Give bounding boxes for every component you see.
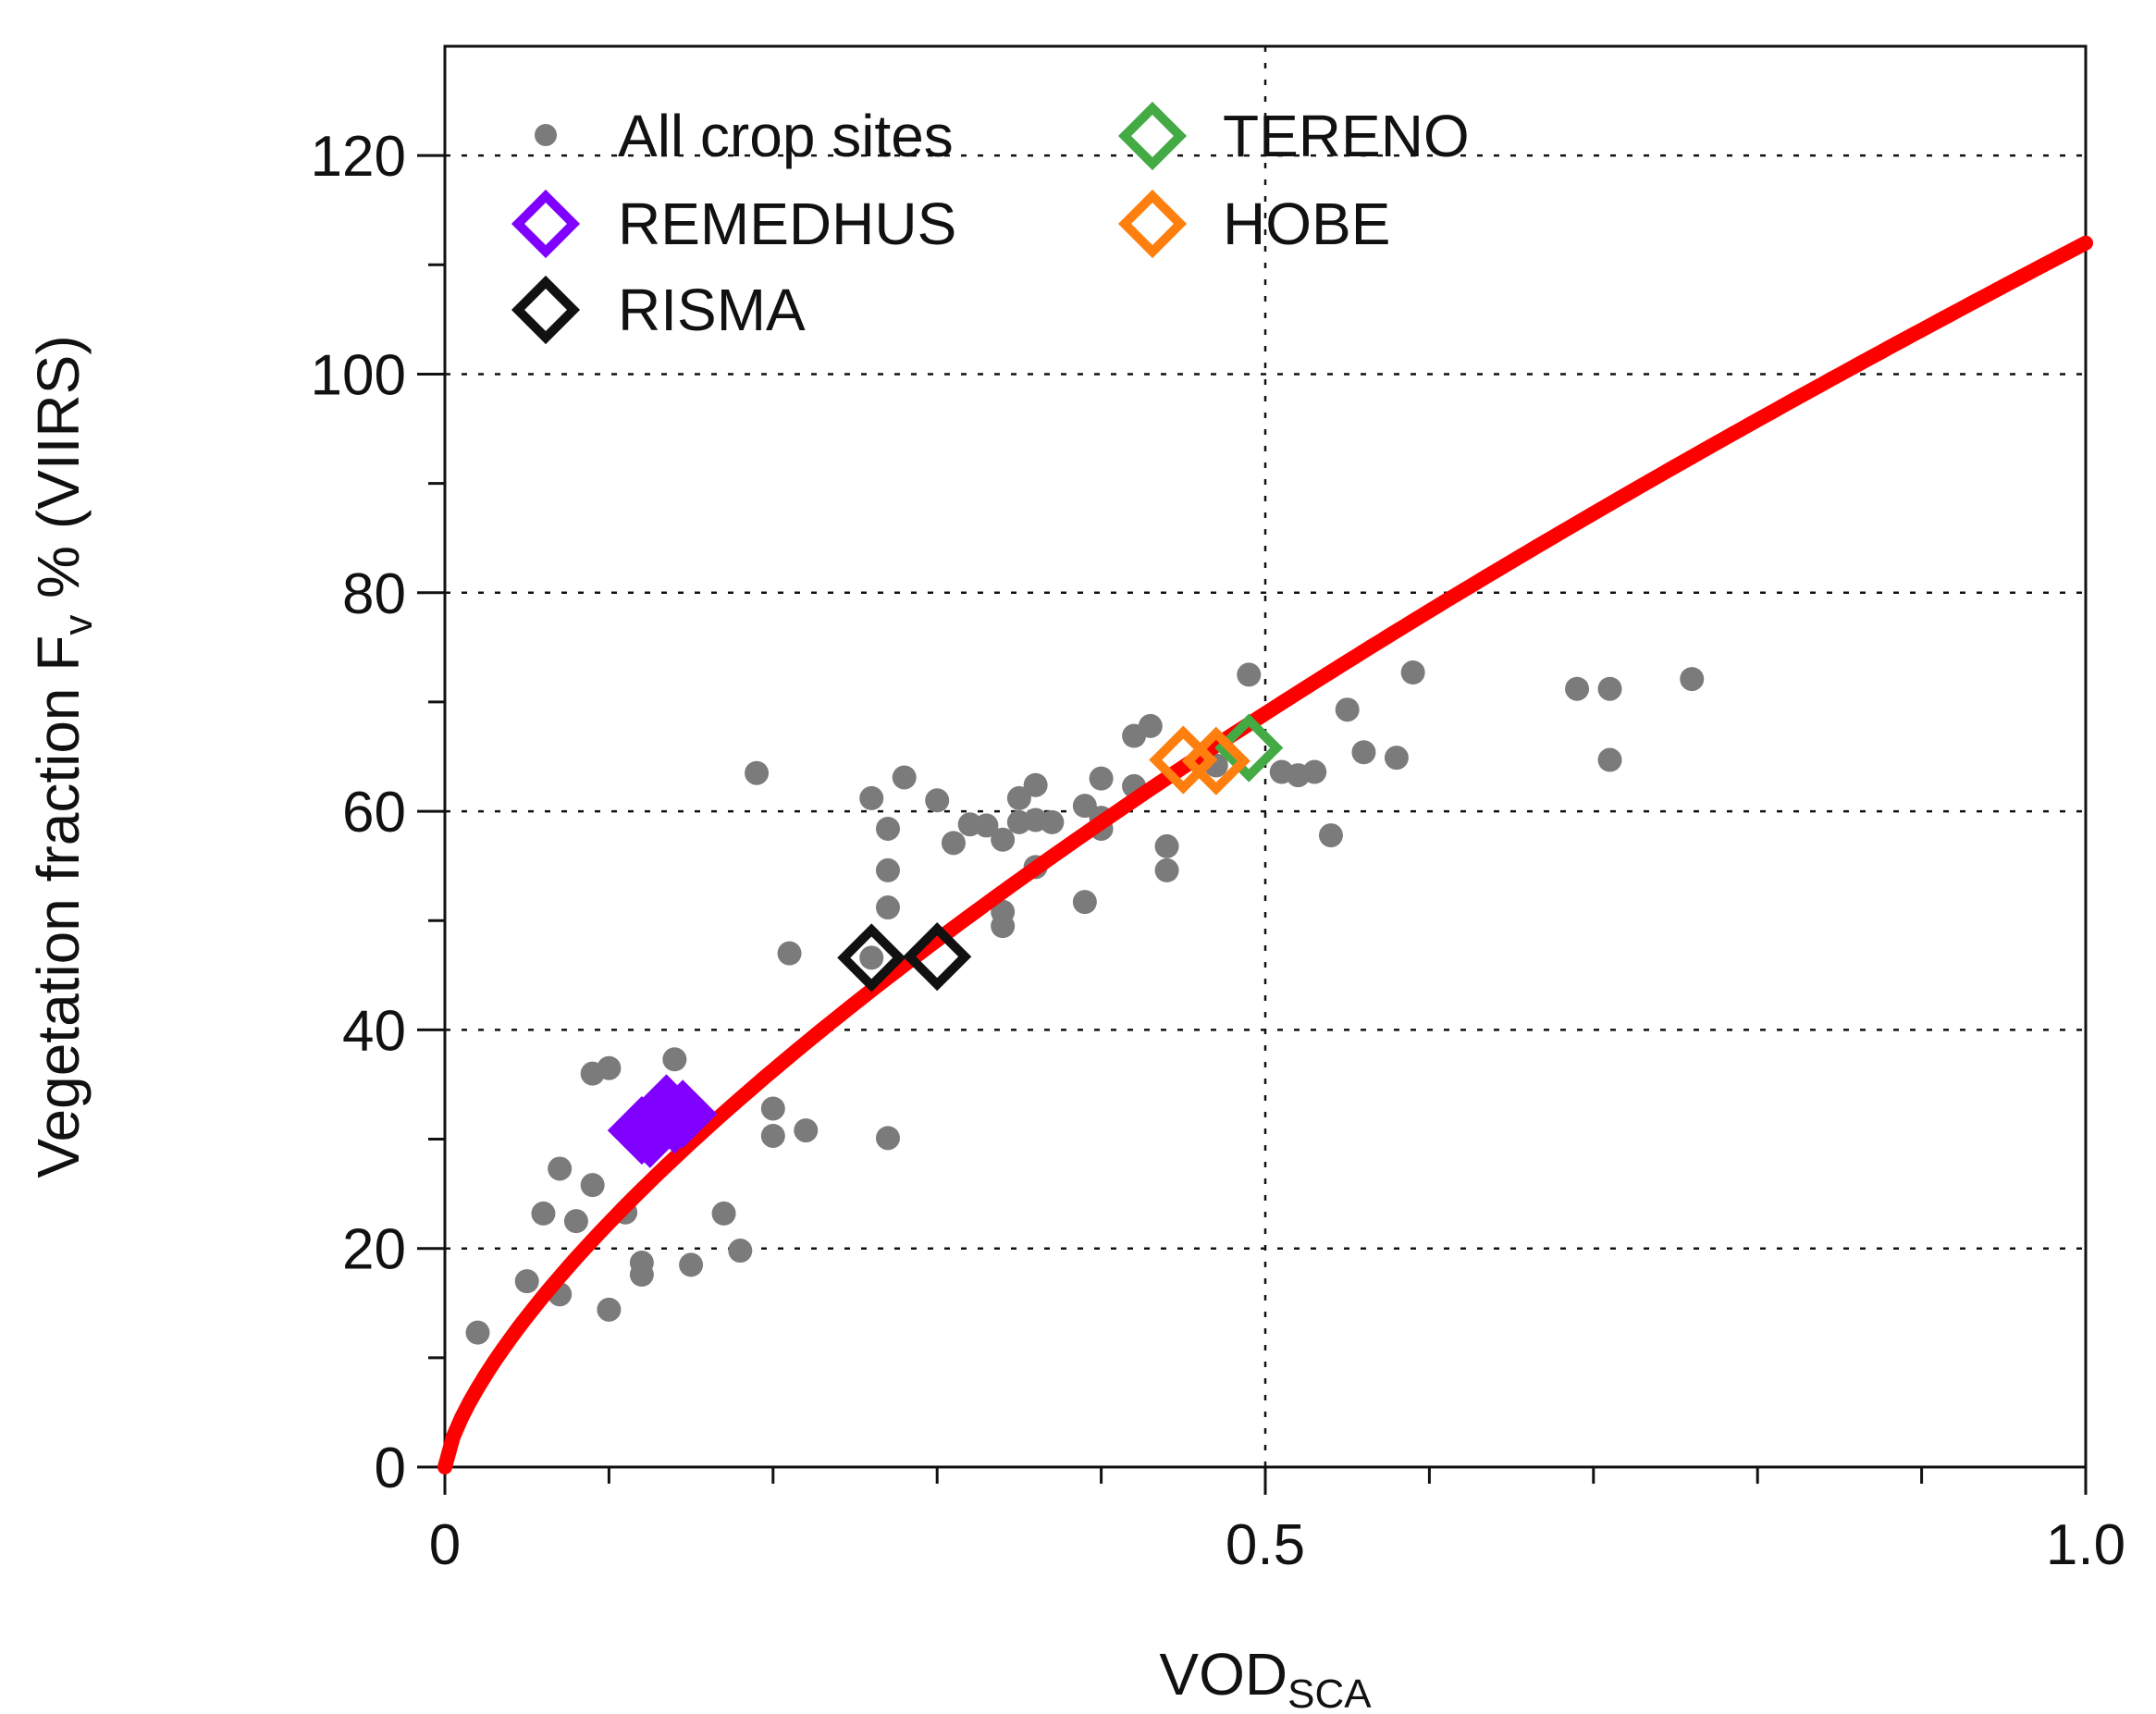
tick-labels: 0 20 40 60 80 100 120 0 0.5 1.0 [311, 125, 2126, 1577]
crop-site-point [711, 1201, 736, 1226]
y-tick-label: 0 [375, 1437, 406, 1500]
crop-site-point [875, 857, 900, 882]
legend-item-remedhus: REMEDHUS [511, 189, 956, 259]
crop-site-point [991, 914, 1016, 939]
crop-site-point [991, 827, 1016, 852]
y-tick-label: 40 [342, 999, 406, 1063]
crop-site-point [1565, 676, 1590, 701]
legend-item-risma: RISMA [511, 275, 806, 345]
crop-site-point [875, 1126, 900, 1151]
site-marker-hobe [1181, 726, 1250, 795]
y-tick-label: 120 [311, 125, 406, 189]
y-axis-title: Vegetation fraction Fv % (VIIRS) [25, 335, 101, 1178]
crop-site-point [563, 1209, 588, 1234]
site-markers [607, 713, 1284, 1168]
x-tick-label: 0.5 [1226, 1513, 1305, 1577]
crop-site-point [892, 765, 917, 790]
crop-site-point [597, 1055, 622, 1080]
y-tick-label: 80 [342, 562, 406, 626]
legend: All crop sites REMEDHUS RISMA TERENO HOB… [511, 101, 1470, 345]
legend-item-all-crop-sites: All crop sites [535, 103, 954, 169]
crop-site-point [514, 1269, 539, 1294]
crop-site-point [1237, 662, 1262, 687]
legend-diamond-icon [1117, 189, 1188, 259]
crop-site-point [875, 895, 900, 920]
legend-item-tereno: TERENO [1117, 101, 1470, 171]
crop-site-point [662, 1047, 687, 1072]
legend-diamond-icon [1117, 101, 1188, 171]
crop-site-point [925, 788, 950, 813]
crop-site-point [745, 760, 770, 785]
crop-site-point [974, 813, 999, 838]
legend-label-tereno: TERENO [1223, 103, 1470, 169]
y-tick-label: 60 [342, 781, 406, 845]
crop-site-point [1384, 746, 1409, 771]
crop-site-point [465, 1320, 490, 1345]
crop-site-point [1400, 660, 1425, 685]
crop-site-point [1072, 890, 1097, 915]
crop-site-point [531, 1201, 556, 1226]
crop-site-point [1023, 772, 1048, 797]
crop-site-point [1318, 823, 1343, 848]
site-marker-tereno [1214, 713, 1284, 783]
legend-label-hobe: HOBE [1223, 191, 1390, 257]
crop-site-point [1302, 759, 1327, 784]
crop-site-point [794, 1118, 819, 1143]
crop-site-point [1351, 740, 1376, 765]
crop-site-point [777, 941, 802, 966]
crop-site-point [859, 945, 884, 970]
legend-label-remedhus: REMEDHUS [618, 191, 956, 257]
x-tick-label: 1.0 [2046, 1513, 2125, 1577]
legend-label-risma: RISMA [618, 277, 806, 343]
crop-site-point [597, 1297, 622, 1322]
crop-site-point [1335, 697, 1360, 722]
crop-site-point [1154, 833, 1179, 858]
crop-sites-points [465, 660, 1705, 1345]
legend-item-hobe: HOBE [1117, 189, 1390, 259]
x-axis-title: VODSCA [1159, 1641, 1372, 1714]
legend-label-all-crop-sites: All crop sites [618, 103, 954, 169]
crop-site-point [548, 1156, 573, 1181]
site-marker-remedhus [615, 1099, 684, 1168]
crop-site-point [629, 1263, 654, 1288]
crop-site-point [1006, 785, 1031, 810]
axis-ticks [417, 154, 2088, 1495]
crop-site-point [728, 1239, 753, 1264]
legend-diamond-icon [511, 275, 581, 345]
crop-site-point [760, 1096, 785, 1121]
y-tick-label: 20 [342, 1218, 406, 1282]
y-tick-label: 100 [311, 343, 406, 407]
crop-site-point [941, 831, 966, 856]
y-axis-title-sub: v [55, 615, 101, 635]
crop-site-point [1040, 809, 1065, 834]
crop-site-point [1680, 667, 1705, 692]
crop-site-point [1138, 713, 1163, 738]
x-axis-title-sub: SCA [1287, 1671, 1372, 1714]
crop-site-point [875, 816, 900, 841]
legend-diamond-icon [511, 189, 581, 259]
crop-site-point [1597, 676, 1622, 701]
y-axis-title-main: Vegetation fraction F [25, 635, 92, 1178]
site-marker-risma [903, 922, 972, 992]
crop-site-point [1597, 747, 1622, 772]
y-axis-title-suffix: % (VIIRS) [25, 335, 92, 614]
crop-site-point [580, 1173, 605, 1198]
legend-dot-icon [535, 124, 557, 146]
site-marker-risma [837, 923, 906, 993]
crop-site-point [859, 785, 884, 810]
crop-site-point [1089, 766, 1114, 791]
fit-curve [437, 235, 2093, 1474]
crop-site-point [679, 1252, 704, 1277]
grid-lines [445, 46, 2086, 1467]
x-axis-title-main: VOD [1159, 1641, 1287, 1708]
crop-site-point [1154, 857, 1179, 882]
x-tick-label: 0 [429, 1513, 461, 1577]
crop-site-point [760, 1123, 785, 1148]
